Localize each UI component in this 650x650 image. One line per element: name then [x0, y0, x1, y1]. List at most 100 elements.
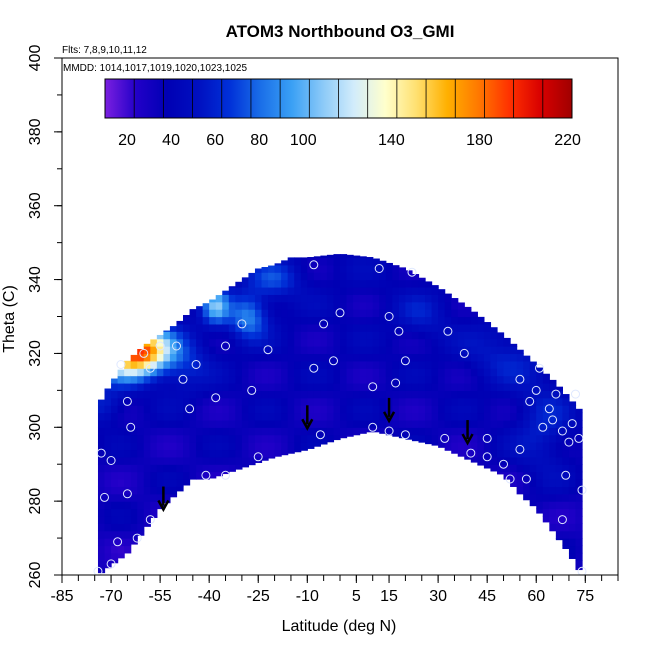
field-cell	[457, 375, 465, 384]
field-cell	[549, 379, 557, 384]
field-cell	[385, 272, 393, 281]
field-cell	[183, 464, 191, 473]
field-cell	[340, 346, 348, 355]
field-cell	[189, 419, 197, 428]
field-cell	[425, 323, 433, 332]
field-cell	[294, 375, 302, 384]
field-cell	[346, 294, 354, 303]
field-cell	[575, 523, 583, 532]
field-cell	[562, 419, 570, 428]
field-cell	[366, 257, 374, 266]
field-cell	[143, 493, 151, 502]
field-cell	[241, 427, 250, 436]
field-cell	[215, 397, 223, 406]
field-cell	[124, 442, 132, 451]
field-cell	[496, 464, 505, 473]
field-cell	[307, 301, 315, 310]
field-cell	[398, 427, 407, 436]
field-cell	[150, 449, 158, 458]
field-cell	[470, 412, 478, 421]
field-cell	[183, 382, 191, 391]
field-cell	[143, 405, 151, 414]
field-cell	[189, 434, 197, 443]
field-cell	[111, 538, 119, 547]
arrow-head	[382, 411, 396, 424]
field-cell	[555, 427, 563, 436]
sample-point	[191, 360, 201, 369]
field-cell	[241, 464, 250, 468]
field-cell	[392, 338, 400, 347]
field-cell	[241, 442, 250, 451]
field-cell	[516, 486, 524, 495]
field-cell	[117, 412, 125, 421]
field-cell	[438, 397, 446, 406]
field-cell	[104, 412, 112, 421]
field-cell	[562, 501, 570, 510]
field-cell	[490, 360, 498, 369]
field-cell	[97, 478, 106, 487]
field-cell	[254, 397, 263, 406]
sample-point	[122, 489, 132, 499]
field-cell	[274, 353, 282, 362]
sample-point	[557, 426, 567, 436]
field-cell	[555, 478, 563, 487]
field-cell	[431, 286, 439, 295]
field-cell	[483, 419, 492, 428]
field-cell	[274, 368, 282, 377]
field-cell	[222, 456, 230, 465]
field-cell	[228, 442, 236, 451]
field-cell	[496, 397, 505, 406]
field-cell	[235, 316, 243, 325]
field-cell	[235, 368, 243, 377]
field-cell	[372, 279, 380, 288]
field-cell	[150, 478, 158, 487]
field-cell	[287, 353, 295, 362]
field-cell	[268, 427, 276, 436]
field-cell	[444, 293, 452, 295]
field-cell	[189, 449, 197, 458]
field-cell	[562, 412, 570, 421]
field-cell	[425, 412, 433, 421]
field-cell	[320, 434, 328, 443]
field-cell	[340, 353, 348, 362]
field-cell	[346, 309, 354, 318]
field-cell	[313, 323, 321, 332]
field-cell	[228, 397, 236, 406]
field-cell	[536, 501, 544, 510]
field-cell	[196, 471, 204, 480]
field-cell	[366, 279, 374, 288]
field-cell	[477, 456, 485, 465]
field-cell	[444, 346, 452, 355]
sample-point	[499, 459, 508, 469]
field-cell	[189, 427, 197, 436]
field-cell	[287, 419, 295, 428]
field-cell	[209, 412, 217, 421]
field-cell	[117, 464, 125, 473]
field-cell	[261, 405, 269, 414]
field-cell	[222, 375, 230, 384]
field-cell	[405, 272, 413, 281]
field-cell	[313, 264, 321, 273]
field-cell	[483, 346, 492, 355]
field-cell	[111, 449, 119, 458]
field-cell	[117, 501, 125, 510]
field-cell	[150, 464, 158, 473]
field-cell	[117, 434, 125, 443]
field-cell	[405, 301, 413, 310]
field-cell	[431, 434, 439, 443]
field-cell	[268, 353, 276, 362]
field-cell	[444, 294, 452, 303]
field-cell	[411, 279, 420, 288]
field-cell	[130, 375, 138, 384]
field-cell	[418, 301, 426, 310]
field-cell	[143, 523, 151, 527]
sample-point	[178, 374, 188, 384]
field-cell	[503, 338, 511, 347]
field-cell	[254, 279, 263, 288]
field-cell	[268, 316, 276, 325]
field-cell	[477, 375, 485, 384]
field-cell	[431, 353, 439, 362]
field-cell	[156, 390, 164, 399]
field-cell	[130, 471, 138, 480]
field-cell	[281, 405, 289, 414]
